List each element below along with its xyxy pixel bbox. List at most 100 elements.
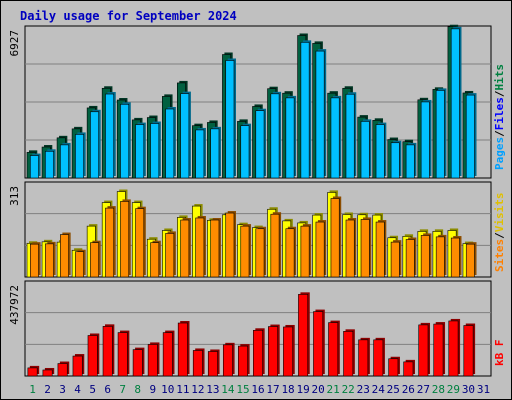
bar-sites-day-30 <box>465 243 475 278</box>
day-tick-label: 16 <box>251 383 264 396</box>
series-legend-part: Files <box>493 97 506 130</box>
bar-files-day-11 <box>180 93 190 179</box>
day-tick-label: 29 <box>447 383 460 396</box>
bar-files-day-12 <box>195 129 205 179</box>
bar-files-day-21 <box>330 97 340 179</box>
chart-title: Daily usage for September 2024 <box>20 9 237 23</box>
bar-files-day-8 <box>135 124 145 179</box>
day-tick-label: 28 <box>432 383 445 396</box>
bar-kbytes-day-12 <box>192 350 203 377</box>
bar-sites-day-19 <box>300 225 310 278</box>
day-tick-label: 25 <box>387 383 400 396</box>
day-tick-label: 15 <box>236 383 249 396</box>
bar-sites-day-9 <box>150 242 160 278</box>
bar-files-day-25 <box>390 142 400 179</box>
bar-files-day-16 <box>255 110 265 179</box>
day-tick-label: 17 <box>266 383 279 396</box>
ymax-label-kbytes: 437972 <box>8 285 21 325</box>
bar-sites-day-22 <box>345 219 355 278</box>
bar-files-day-2 <box>45 150 54 179</box>
bar-kbytes-day-3 <box>57 363 68 377</box>
day-tick-label: 24 <box>372 383 386 396</box>
bar-kbytes-day-22 <box>343 331 354 377</box>
bar-kbytes-day-24 <box>373 339 384 377</box>
bar-files-day-10 <box>165 108 175 179</box>
bar-kbytes-day-19 <box>298 294 309 377</box>
bar-kbytes-day-25 <box>388 358 399 377</box>
bar-kbytes-day-20 <box>313 311 324 377</box>
day-tick-label: 14 <box>221 383 235 396</box>
ymax-label-visits-sites: 313 <box>8 186 21 206</box>
day-tick-label: 21 <box>327 383 340 396</box>
bar-files-day-30 <box>465 94 475 179</box>
bar-files-day-15 <box>240 125 250 179</box>
bar-kbytes-day-30 <box>463 325 474 377</box>
series-legend-part <box>493 346 506 353</box>
series-legend-part: Pages <box>493 137 506 170</box>
day-tick-label: 31 <box>477 383 490 396</box>
day-tick-label: 4 <box>74 383 81 396</box>
bar-kbytes-day-8 <box>132 349 143 377</box>
bar-sites-day-18 <box>285 228 295 278</box>
bar-sites-day-24 <box>375 221 385 278</box>
bar-kbytes-day-6 <box>102 326 113 377</box>
bar-files-day-13 <box>210 128 220 179</box>
bar-sites-day-11 <box>180 219 190 278</box>
bar-sites-day-25 <box>390 241 400 278</box>
bar-kbytes-day-17 <box>268 326 278 377</box>
bar-files-day-22 <box>345 93 355 179</box>
bar-files-day-28 <box>435 90 445 179</box>
bar-sites-day-1 <box>30 243 39 278</box>
day-tick-label: 10 <box>161 383 174 396</box>
bar-files-day-26 <box>405 144 415 179</box>
bar-files-day-19 <box>300 42 310 179</box>
bar-sites-day-15 <box>240 225 250 278</box>
ymax-label-hits-files-pages: 6927 <box>8 30 21 57</box>
series-legend: Pages/Files/Hits <box>493 64 506 170</box>
series-legend-part: Hits <box>493 64 506 91</box>
day-tick-label: 13 <box>206 383 219 396</box>
bar-kbytes-day-5 <box>87 335 98 377</box>
day-tick-label: 5 <box>89 383 96 396</box>
bar-sites-day-10 <box>165 233 175 278</box>
bar-files-day-18 <box>285 97 295 179</box>
bar-sites-day-4 <box>75 251 84 278</box>
bar-files-day-29 <box>450 28 460 179</box>
day-tick-label: 12 <box>191 383 204 396</box>
bar-files-day-6 <box>105 93 115 179</box>
bar-sites-day-27 <box>420 235 430 278</box>
bar-sites-day-12 <box>195 217 205 278</box>
day-tick-label: 7 <box>119 383 126 396</box>
series-legend: kB F <box>493 340 506 367</box>
bar-files-day-7 <box>120 103 130 179</box>
bar-kbytes-day-1 <box>27 367 38 377</box>
bar-files-day-20 <box>315 50 325 179</box>
day-tick-label: 18 <box>281 383 294 396</box>
bar-files-day-3 <box>60 144 69 179</box>
bar-sites-day-6 <box>105 207 115 278</box>
series-legend-part: F <box>493 340 506 347</box>
bar-sites-day-21 <box>330 198 340 278</box>
day-tick-label: 23 <box>357 383 370 396</box>
day-tick-label: 8 <box>134 383 141 396</box>
bar-files-day-4 <box>75 134 84 179</box>
bar-kbytes-day-27 <box>418 324 429 377</box>
day-tick-label: 6 <box>104 383 111 396</box>
bar-sites-day-26 <box>405 239 415 278</box>
bar-kbytes-day-4 <box>72 355 83 377</box>
day-tick-label: 22 <box>342 383 355 396</box>
bar-sites-day-20 <box>315 221 325 278</box>
day-tick-label: 1 <box>29 383 36 396</box>
day-tick-label: 19 <box>296 383 309 396</box>
series-legend-part: Sites <box>493 239 506 272</box>
bar-sites-day-29 <box>450 237 460 278</box>
bar-kbytes-day-23 <box>358 339 369 377</box>
bar-files-day-17 <box>270 93 280 179</box>
bar-files-day-5 <box>90 111 100 179</box>
bar-kbytes-day-18 <box>283 326 294 377</box>
bar-sites-day-8 <box>135 208 145 278</box>
day-tick-label: 26 <box>402 383 415 396</box>
bar-kbytes-day-11 <box>177 322 188 377</box>
